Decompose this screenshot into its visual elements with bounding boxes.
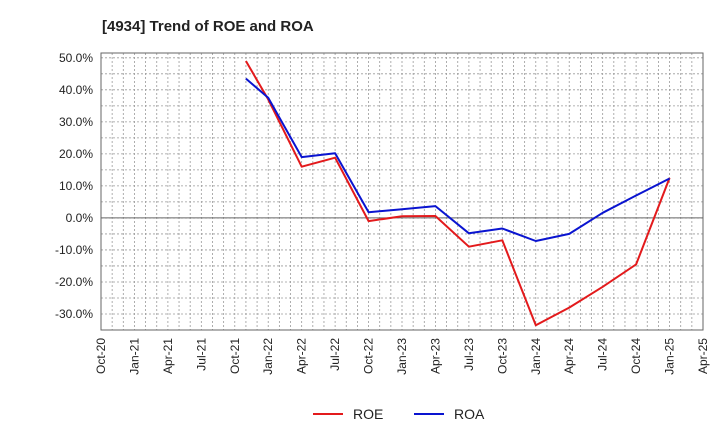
legend: ROE ROA bbox=[313, 406, 485, 422]
x-tick-label: Jan-22 bbox=[261, 338, 275, 375]
y-tick-label: -30.0% bbox=[55, 307, 93, 321]
legend-label-roa: ROA bbox=[454, 406, 485, 422]
x-tick-label: Jan-25 bbox=[663, 338, 677, 375]
legend-label-roe: ROE bbox=[353, 406, 383, 422]
plot-area bbox=[100, 52, 704, 331]
y-tick-label: 0.0% bbox=[66, 211, 94, 225]
x-tick-label: Jan-24 bbox=[529, 338, 543, 375]
series-lines bbox=[245, 60, 671, 327]
x-tick-label: Oct-22 bbox=[362, 338, 376, 374]
x-tick-label: Jan-23 bbox=[395, 338, 409, 375]
y-axis: 50.0% 40.0% 30.0% 20.0% 10.0% 0.0% -10.0% -20.0… bbox=[55, 51, 93, 321]
y-tick-label: 20.0% bbox=[59, 147, 93, 161]
x-tick-label: Apr-25 bbox=[696, 338, 710, 374]
y-tick-label: -10.0% bbox=[55, 243, 93, 257]
x-tick-label: Oct-21 bbox=[228, 338, 242, 374]
x-tick-label: Jul-22 bbox=[328, 338, 342, 371]
x-tick-label: Jul-24 bbox=[596, 338, 610, 371]
x-tick-label: Oct-23 bbox=[495, 338, 509, 374]
series-line-roa bbox=[245, 77, 671, 242]
x-tick-label: Apr-23 bbox=[428, 338, 442, 374]
x-tick-label: Oct-24 bbox=[629, 338, 643, 374]
x-axis: Oct-20 Jan-21 Apr-21 Jul-21 Oct-21 Jan-22 Apr-… bbox=[94, 338, 710, 375]
chart-title: [4934] Trend of ROE and ROA bbox=[102, 18, 314, 35]
grid bbox=[101, 53, 703, 330]
x-tick-label: Jan-21 bbox=[127, 338, 141, 375]
y-tick-label: 40.0% bbox=[59, 83, 93, 97]
x-tick-label: Apr-24 bbox=[562, 338, 576, 374]
x-tick-label: Jul-23 bbox=[462, 338, 476, 371]
x-tick-label: Jul-21 bbox=[194, 338, 208, 371]
x-tick-label: Apr-21 bbox=[161, 338, 175, 374]
x-tick-label: Oct-20 bbox=[94, 338, 108, 374]
y-tick-label: 10.0% bbox=[59, 179, 93, 193]
y-tick-label: -20.0% bbox=[55, 275, 93, 289]
y-tick-label: 30.0% bbox=[59, 115, 93, 129]
y-tick-label: 50.0% bbox=[59, 51, 93, 65]
series-line-roe bbox=[245, 60, 671, 327]
x-tick-label: Apr-22 bbox=[295, 338, 309, 374]
